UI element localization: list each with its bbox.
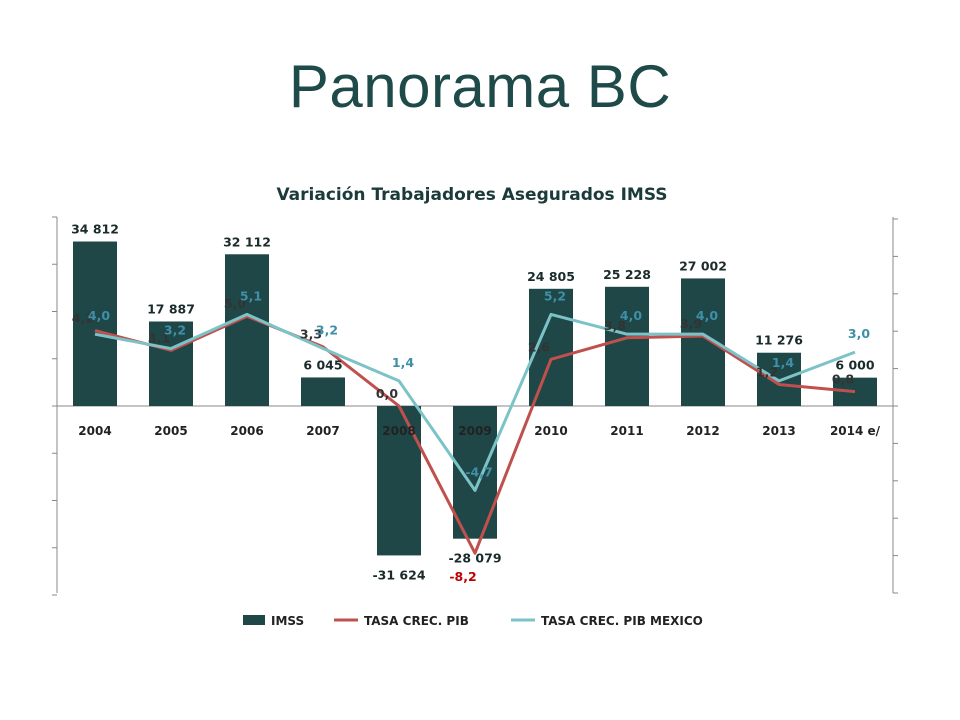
bars-group [73, 241, 877, 556]
pib-value-label: -8,2 [449, 569, 476, 584]
x-tick-label: 2009 [458, 424, 491, 438]
pib-mexico-value-label: 4,0 [696, 308, 718, 323]
bar-value-label: 11 276 [755, 333, 803, 348]
pib-mexico-value-label: 3,2 [316, 323, 338, 338]
x-tick-label: 2006 [230, 424, 263, 438]
labels-group: 2004 2005 2006 2007 2008 2009 2010 2011 2012 2013… [71, 222, 881, 585]
bar-2007 [301, 377, 345, 406]
bar-value-label: 34 812 [71, 222, 119, 237]
legend: IMSS TASA CREC. PIB TASA CREC. PIB MEXICO [243, 614, 703, 628]
x-tick-label: 2010 [534, 424, 567, 438]
bar-value-label: 6 000 [835, 358, 874, 373]
pib-mexico-value-label: 4,0 [620, 308, 642, 323]
x-tick-label: 2007 [306, 424, 339, 438]
legend-label-pib-mexico: TASA CREC. PIB MEXICO [541, 614, 703, 628]
x-tick-label: 2012 [686, 424, 719, 438]
pib-mexico-value-label: 5,2 [544, 288, 566, 303]
bar-value-label: 32 112 [223, 234, 271, 249]
bar-value-label: -31 624 [372, 567, 425, 582]
legend-swatch-imss [243, 615, 265, 625]
pib-value-label: 3,1 [148, 330, 170, 345]
x-tick-label: 2004 [78, 424, 111, 438]
pib-value-label: 3,8 [604, 318, 626, 333]
pib-value-label: 3,9 [680, 316, 702, 331]
bar-2011 [605, 286, 649, 406]
bar-2014 e/ [833, 377, 877, 406]
slide-title: Panorama BC [288, 53, 672, 120]
x-tick-label: 2013 [762, 424, 795, 438]
line-tasa-crec-pib [94, 314, 856, 555]
bar-2006 [225, 254, 269, 406]
bar-2008 [377, 406, 421, 556]
bar-2005 [149, 321, 193, 406]
pib-mexico-value-label: 1,4 [772, 355, 794, 370]
bar-value-label: -28 079 [448, 551, 501, 566]
pib-value-label: 0,8 [832, 372, 854, 387]
bar-value-label: 25 228 [603, 267, 651, 282]
bar-value-label: 27 002 [679, 258, 727, 273]
pib-mexico-value-label: 3,2 [164, 323, 186, 338]
bar-value-label: 6 045 [303, 357, 342, 372]
pib-value-label: 4,2 [72, 311, 94, 326]
pib-value-label: 0,0 [376, 386, 398, 401]
line-tasa-crec-pib-mexico [94, 312, 856, 492]
pib-value-label: 2,6 [528, 339, 550, 354]
pib-mexico-value-label: -4,7 [465, 464, 492, 479]
bar-value-label: 17 887 [147, 301, 195, 316]
legend-label-pib: TASA CREC. PIB [364, 614, 469, 628]
lines-group [94, 312, 856, 555]
chart-title: Variación Trabajadores Asegurados IMSS [276, 185, 667, 205]
x-tick-label: 2005 [154, 424, 187, 438]
pib-mexico-value-label: 4,0 [88, 308, 110, 323]
bar-2004 [73, 241, 117, 406]
x-tick-label: 2011 [610, 424, 643, 438]
x-tick-label: 2008 [382, 424, 415, 438]
legend-label-imss: IMSS [271, 614, 304, 628]
pib-value-label: 5,0 [224, 296, 246, 311]
bar-value-label: 24 805 [527, 269, 575, 284]
pib-mexico-value-label: 3,0 [848, 326, 870, 341]
pib-mexico-value-label: 1,4 [392, 355, 414, 370]
x-tick-label: 2014 e/ [830, 424, 881, 438]
pib-mexico-value-label: 5,1 [240, 288, 262, 303]
pib-value-label: 1,2 [756, 364, 778, 379]
pib-value-label: 3,3 [300, 327, 322, 342]
